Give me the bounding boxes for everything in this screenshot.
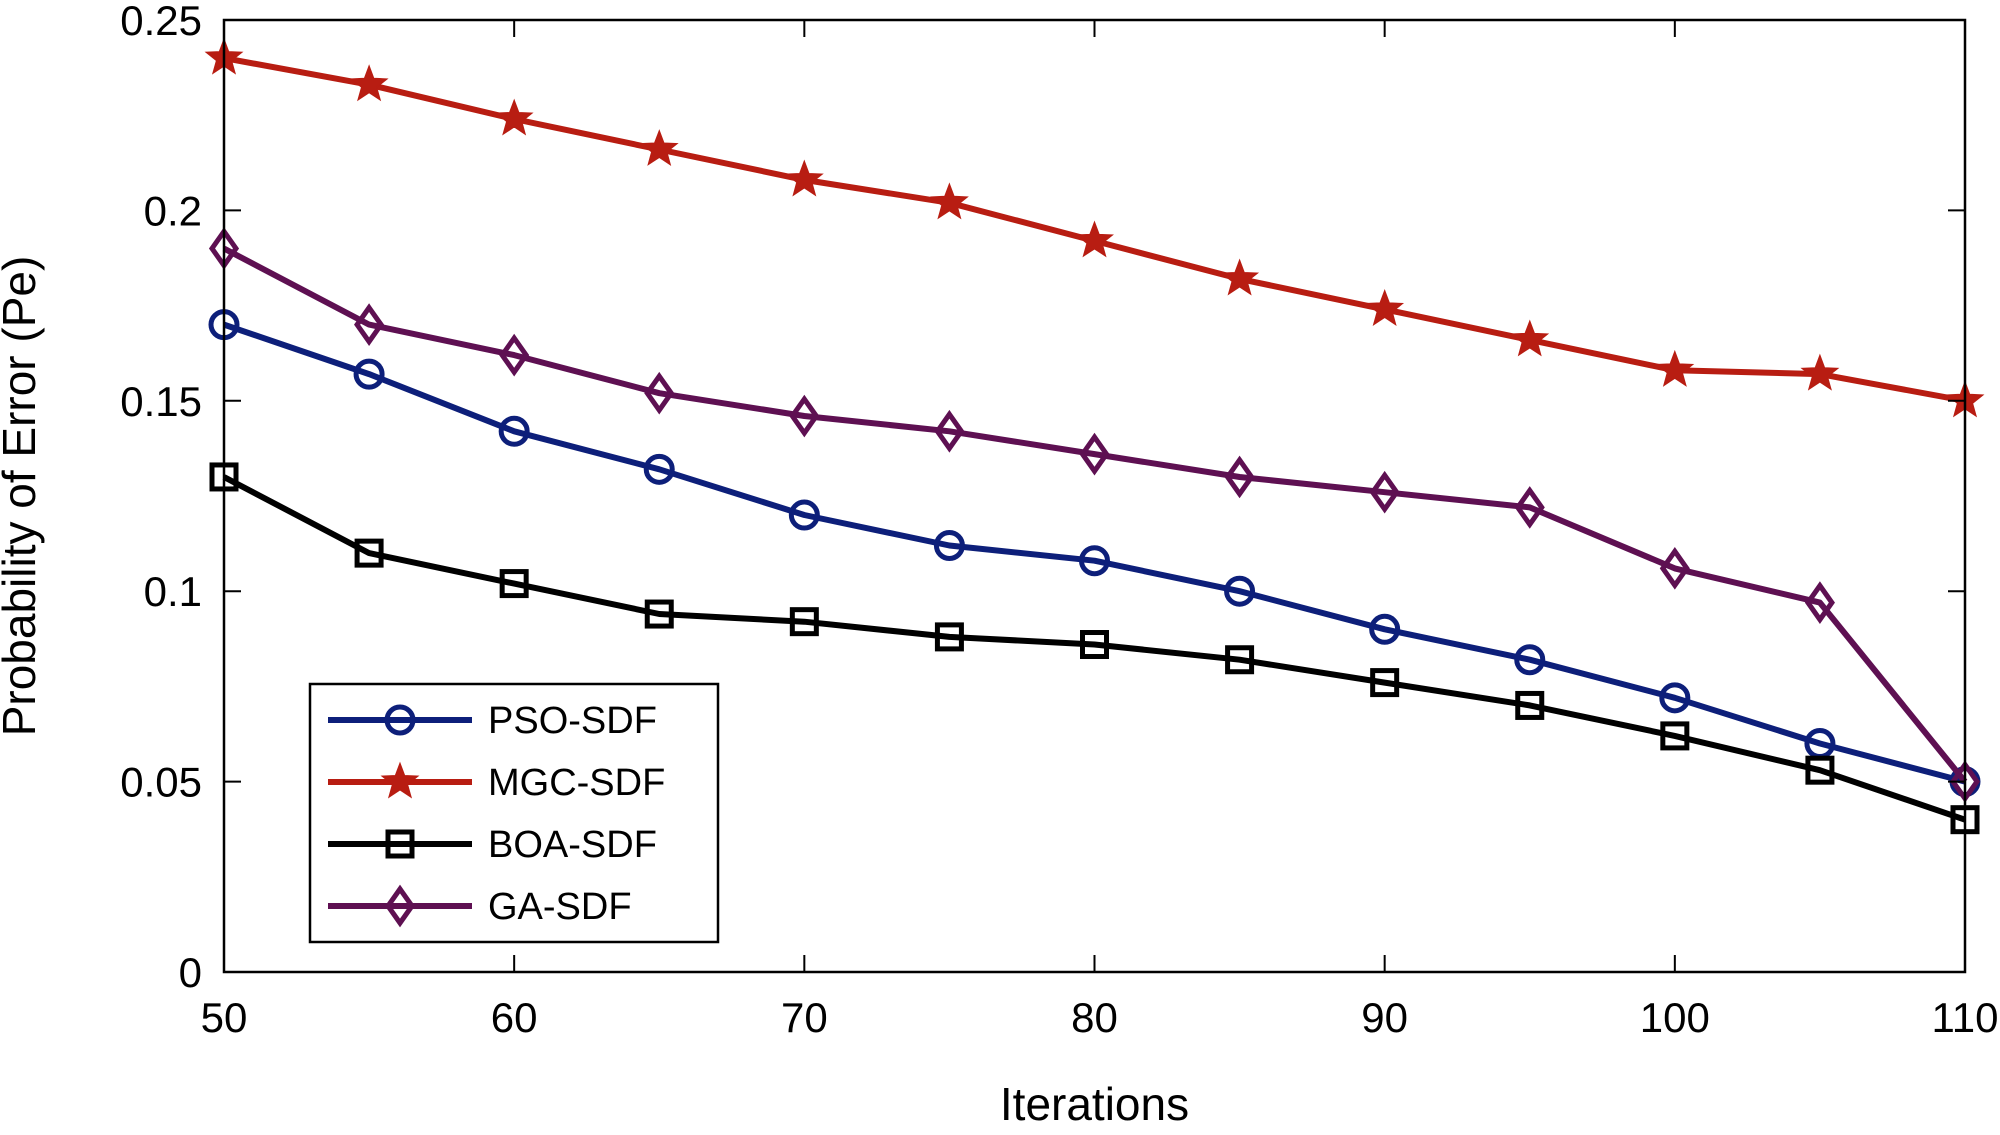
- series-mgc-sdf: [204, 37, 1985, 418]
- data-point-mgc-sdf: [1365, 288, 1405, 326]
- data-point-boa-sdf: [1080, 630, 1109, 660]
- data-point-mgc-sdf: [639, 129, 679, 166]
- data-point-mgc-sdf: [1510, 319, 1550, 357]
- data-point-boa-sdf: [934, 622, 964, 652]
- x-tick-label: 80: [1071, 994, 1118, 1041]
- y-tick-label: 0.2: [144, 187, 202, 234]
- series-ga-sdf: [208, 227, 1981, 803]
- legend-marker-pso-sdf: [384, 704, 416, 736]
- data-point-mgc-sdf: [1075, 220, 1114, 258]
- data-point-mgc-sdf: [494, 98, 534, 136]
- data-point-pso-sdf: [788, 499, 820, 531]
- series-line-ga-sdf: [222, 245, 1968, 784]
- data-point-ga-sdf: [1804, 581, 1835, 624]
- axes-layer: 50 60 70 80 90 100 110 0 0.05 0.1 0.15 0.2 0.25: [120, 0, 1998, 1041]
- legend-label-mgc-sdf: MGC-SDF: [488, 762, 665, 804]
- series-line-boa-sdf: [222, 474, 1966, 823]
- data-point-boa-sdf: [1660, 721, 1690, 751]
- data-point-pso-sdf: [643, 453, 675, 485]
- data-point-ga-sdf: [789, 394, 820, 438]
- legend-box: [308, 682, 720, 944]
- data-point-boa-sdf: [789, 607, 819, 637]
- data-point-boa-sdf: [1805, 755, 1835, 785]
- data-point-pso-sdf: [933, 530, 965, 562]
- data-point-ga-sdf: [1659, 547, 1690, 590]
- data-point-ga-sdf: [1224, 455, 1255, 499]
- data-point-pso-sdf: [353, 358, 385, 390]
- legend-item-pso-sdf: PSO-SDF: [328, 700, 657, 742]
- legend-marker-boa-sdf: [385, 829, 415, 859]
- data-point-pso-sdf: [1659, 682, 1691, 714]
- y-tick-label: 0.15: [120, 378, 202, 425]
- data-point-boa-sdf: [499, 569, 529, 599]
- x-tick-label: 90: [1361, 994, 1408, 1041]
- data-point-mgc-sdf: [349, 64, 389, 102]
- y-tick-label: 0: [179, 949, 202, 996]
- x-axis-title: Iterations: [1000, 1078, 1189, 1130]
- data-point-ga-sdf: [1369, 470, 1400, 514]
- data-point-ga-sdf: [354, 303, 385, 346]
- y-axis-title: Probability of Error (Pe): [0, 256, 45, 737]
- data-point-boa-sdf: [354, 538, 384, 568]
- data-point-ga-sdf: [934, 409, 965, 453]
- data-point-mgc-sdf: [784, 159, 824, 197]
- x-tick-label: 50: [201, 994, 248, 1041]
- data-point-boa-sdf: [644, 599, 674, 629]
- legend-marker-ga-sdf: [384, 884, 416, 928]
- legend: PSO-SDF MGC-SDF BOA-SDF GA-SDF: [308, 682, 720, 944]
- legend-marker-mgc-sdf: [380, 761, 420, 799]
- x-tick-label: 60: [491, 994, 538, 1041]
- data-point-mgc-sdf: [1655, 349, 1695, 387]
- data-point-ga-sdf: [644, 371, 675, 415]
- x-tick-label: 100: [1640, 994, 1710, 1041]
- y-tick-label: 0.25: [120, 0, 202, 44]
- data-point-pso-sdf: [1079, 545, 1110, 577]
- legend-item-mgc-sdf: MGC-SDF: [328, 761, 665, 804]
- series-line-pso-sdf: [223, 321, 1966, 785]
- data-point-pso-sdf: [1224, 575, 1256, 607]
- data-point-pso-sdf: [498, 415, 530, 447]
- data-point-mgc-sdf: [1220, 258, 1260, 296]
- y-tick-label: 0.1: [144, 568, 202, 615]
- data-point-pso-sdf: [1514, 644, 1546, 676]
- data-point-ga-sdf: [1079, 432, 1110, 476]
- data-point-boa-sdf: [1370, 668, 1400, 698]
- legend-label-boa-sdf: BOA-SDF: [488, 824, 657, 866]
- data-point-boa-sdf: [1225, 645, 1255, 675]
- data-point-pso-sdf: [1369, 613, 1401, 645]
- legend-label-pso-sdf: PSO-SDF: [488, 700, 657, 742]
- data-point-boa-sdf: [1515, 690, 1545, 720]
- x-tick-label: 110: [1932, 994, 1999, 1041]
- data-point-ga-sdf: [1514, 486, 1545, 529]
- data-point-ga-sdf: [499, 333, 530, 377]
- data-point-mgc-sdf: [929, 182, 969, 220]
- x-tick-label: 70: [781, 994, 828, 1041]
- legend-label-ga-sdf: GA-SDF: [488, 886, 632, 928]
- data-point-mgc-sdf: [1800, 353, 1840, 391]
- y-tick-label: 0.05: [120, 759, 202, 806]
- legend-item-ga-sdf: GA-SDF: [328, 884, 632, 928]
- legend-item-boa-sdf: BOA-SDF: [328, 824, 657, 866]
